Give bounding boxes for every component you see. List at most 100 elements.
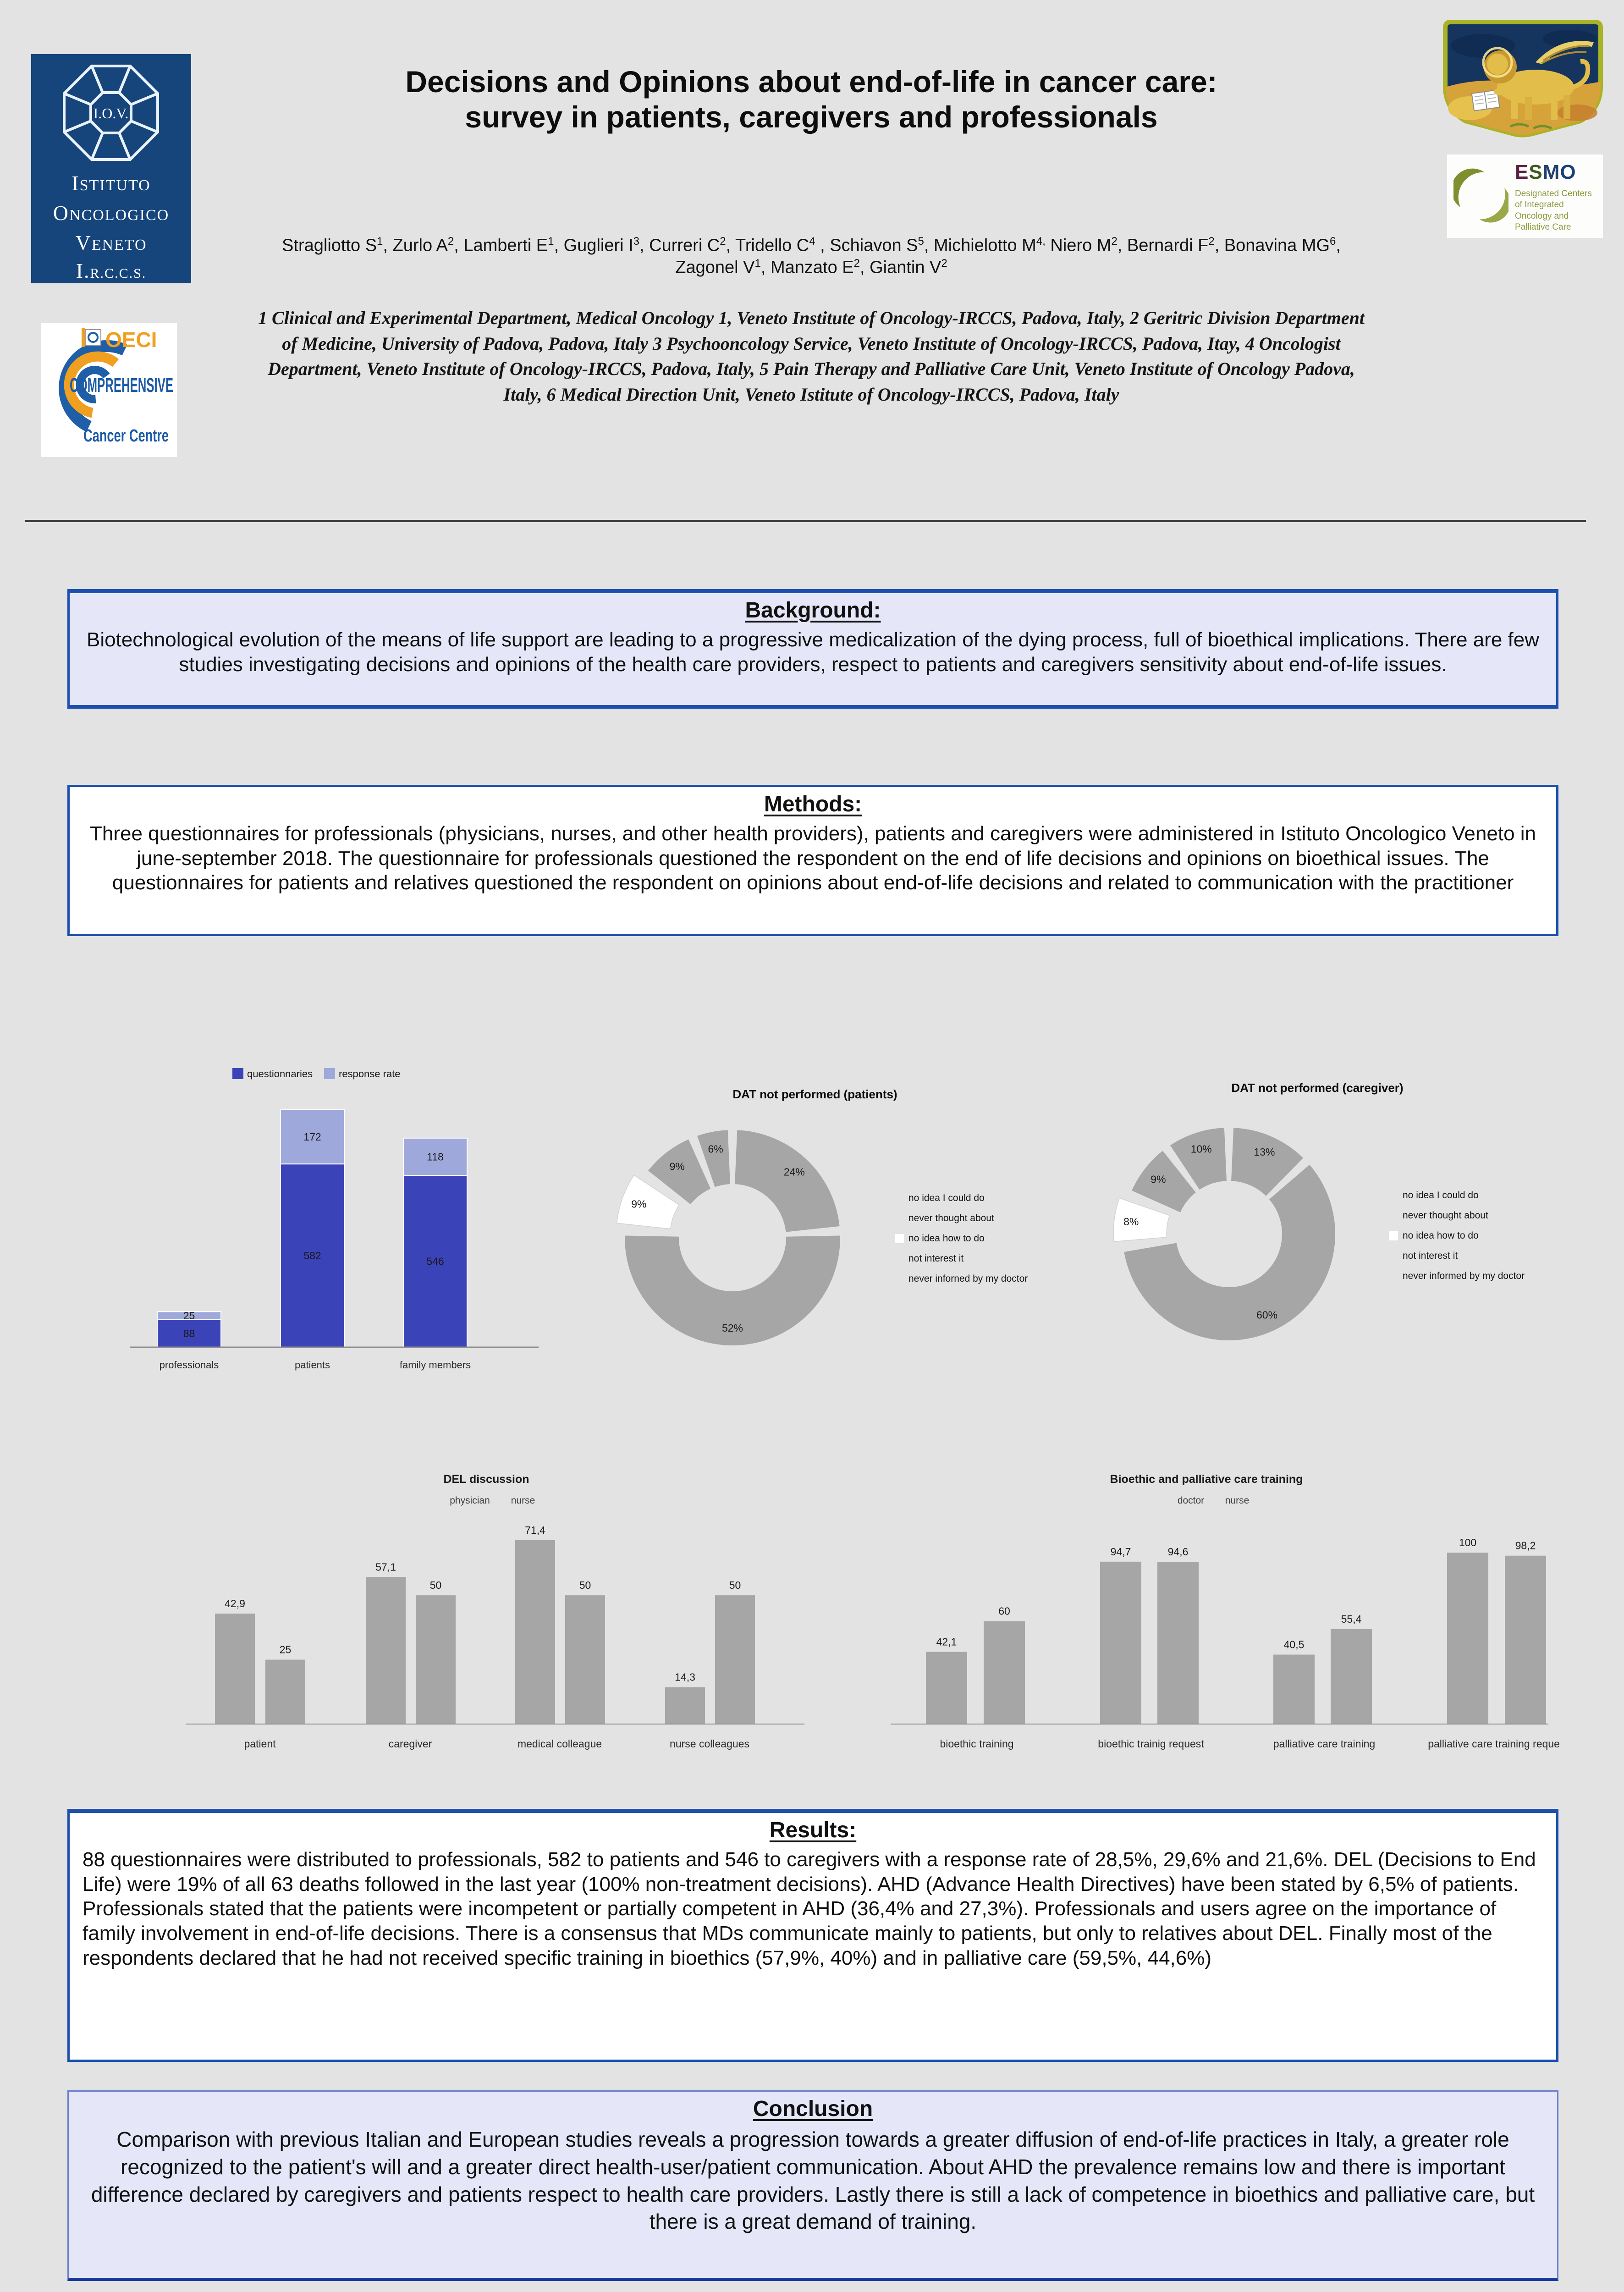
legend-label: response rate [339,1068,401,1080]
series-label: doctor [1178,1495,1204,1506]
results-body: 88 questionnaires were distributed to pr… [83,1848,1536,1969]
iov-text: Istituto Oncologico Veneto I.R.C.C.S. [31,170,191,286]
esmo-letter: E [1515,161,1529,183]
bar-value-label: 172 [303,1131,321,1143]
oeci-logo-art: OECI COMPREHENSIVE Cancer Centre [59,328,173,446]
bar [565,1595,605,1724]
legend-swatch [1389,1211,1398,1220]
donut-slice-label: 9% [631,1198,646,1210]
esmo-caption-line: Designated Centers [1515,189,1592,198]
bar-value-label: 546 [426,1255,444,1267]
donut-slice-label: 6% [708,1143,723,1155]
bar-value-label: 50 [579,1579,591,1591]
affiliations: 1 Clinical and Experimental Department, … [258,308,1365,405]
donut-slice [1170,1128,1227,1190]
author-affiliation-sup: 4, [1036,235,1046,248]
bioethic-training-bar-chart: Bioethic and palliative care training doc… [891,1473,1560,1750]
donut-slice-label: 60% [1256,1309,1277,1321]
legend-item: no idea I could do [1389,1185,1525,1206]
oeci-logo: OECI COMPREHENSIVE Cancer Centre [41,323,177,457]
iov-acronym: I.O.V. [94,105,129,121]
legend-item: no idea how to do [1389,1226,1525,1246]
bar-value-label: 50 [430,1579,442,1591]
donut-slice [648,1139,711,1205]
bar-segment [280,1109,345,1165]
x-axis-label: professionals [160,1359,219,1371]
legend-label: no idea how to do [908,1233,985,1244]
legend-swatch [895,1194,904,1203]
donut-slice [1124,1164,1335,1340]
legend-item: not interest it [895,1249,1028,1269]
bar [1273,1654,1315,1724]
author-affiliation-sup: 1 [377,235,383,248]
x-axis-label: caregiver [389,1738,432,1750]
bar [215,1614,255,1724]
bar-value-label: 25 [280,1644,292,1656]
donut-slice [1113,1197,1170,1242]
author-affiliation-sup: 2 [720,235,726,248]
bar-value-label: 42,1 [936,1636,957,1648]
oeci-bottom-text: Cancer Centre [83,426,169,446]
results-section: Results: 88 questionnaires were distribu… [67,1809,1558,2062]
author-affiliation-sup: 3 [633,235,640,248]
venice-lion-crest-icon [1443,20,1603,138]
bar [366,1577,406,1724]
series-label: nurse [511,1495,535,1506]
author-affiliation-sup: 1 [548,235,554,248]
bar-segment [403,1137,468,1176]
legend-label: no idea how to do [1403,1230,1479,1241]
bar-segment [157,1319,221,1348]
legend-swatch [895,1254,904,1263]
author-affiliation-sup: 4 [809,235,815,248]
oeci-mid-text: COMPREHENSIVE [70,374,173,397]
bar-value-label: 582 [303,1250,321,1262]
title-line-2: survey in patients, caregivers and profe… [465,100,1158,134]
legend-swatch [895,1214,904,1223]
legend-item: no idea I could do [895,1188,1028,1208]
author-affiliation-sup: 2 [1111,235,1118,248]
iov-octagon-icon: I.O.V. [63,65,159,161]
bar-segment [157,1311,221,1320]
legend-item: never thought about [895,1208,1028,1229]
bar [1100,1561,1141,1724]
legend-swatch [1389,1191,1398,1200]
bar-value-label: 98,2 [1515,1540,1536,1552]
esmo-caption-line: Palliative Care [1515,222,1571,232]
methods-title: Methods: [764,792,862,816]
bar-value-label: 88 [183,1328,195,1339]
donut-slice [735,1130,840,1232]
legend-swatch [324,1068,335,1079]
series-label: physician [450,1495,490,1506]
iov-line: Oncologico [53,201,170,225]
bar [1447,1553,1488,1724]
donut-patients-legend: no idea I could do never thought about no … [895,1188,1028,1289]
iov-line: Veneto [75,231,147,254]
esmo-letter: M [1542,161,1560,183]
legend-label: never inforned by my doctor [908,1273,1028,1284]
bar-value-label: 100 [1459,1537,1476,1548]
x-axis-label: palliative care training [1273,1738,1375,1750]
series-label: nurse [1225,1495,1250,1506]
oeci-top-text: OECI [105,328,157,352]
title-line-1: Decisions and Opinions about end-of-life… [405,65,1217,99]
donut-slice-label: 13% [1254,1146,1275,1158]
legend-item: no idea how to do [895,1229,1028,1249]
legend-swatch [895,1274,904,1284]
bar-value-label: 60 [998,1605,1010,1617]
bar [1331,1629,1372,1724]
bar [1505,1555,1546,1724]
bar-value-label: 14,3 [675,1671,695,1683]
bar-value-label: 94,7 [1111,1546,1131,1558]
donut-patients-title: DAT not performed (patients) [732,1087,897,1101]
legend-label: never thought about [908,1213,994,1223]
conclusion-body: Comparison with previous Italian and Eur… [91,2127,1535,2234]
conclusion-title: Conclusion [753,2097,873,2121]
author-affiliation-sup: 2 [1208,235,1215,248]
donut-slice-label: 9% [1151,1173,1166,1185]
esmo-wordmark: ESMO [1515,161,1576,184]
iov-line: I.R.C.C.S. [76,259,147,282]
donut-caregiver-legend: no idea I could do never thought about no … [1389,1185,1525,1286]
x-axis-label: nurse colleagues [670,1738,749,1750]
background-section: Background: Biotechnological evolution o… [67,589,1558,709]
donut-slice [616,1174,680,1229]
